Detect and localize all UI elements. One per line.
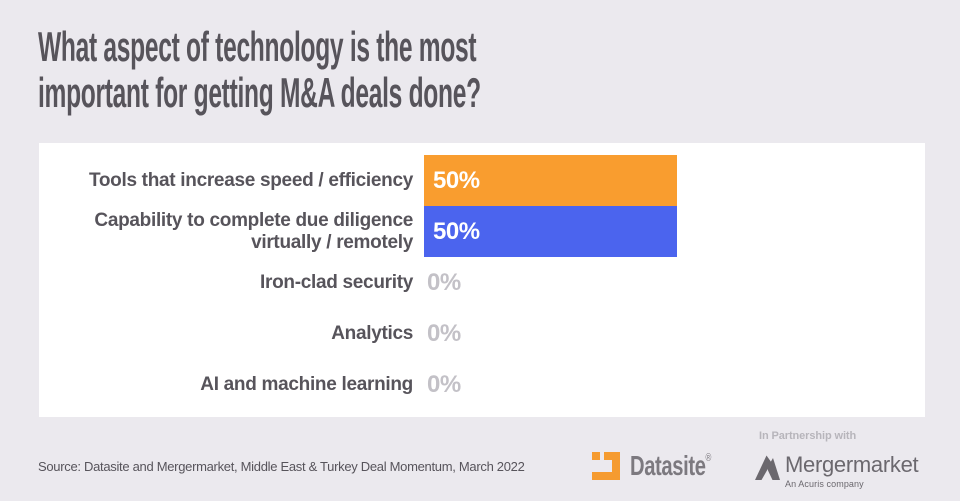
registered-mark-icon: ® xyxy=(705,452,712,464)
zero-value-label: 0% xyxy=(427,319,461,347)
bar-value-label: 50% xyxy=(433,217,480,245)
bar-area: 50% xyxy=(424,206,925,257)
bar-area: 0% xyxy=(424,257,925,308)
chart-row: Iron-clad security 0% xyxy=(39,257,925,308)
source-text: Source: Datasite and Mergermarket, Middl… xyxy=(38,459,525,474)
bar-label: Capability to complete due diligence vir… xyxy=(94,209,413,253)
acuris-label: An Acuris company xyxy=(785,479,864,489)
bar-value-label: 50% xyxy=(433,166,480,194)
bar-label: Analytics xyxy=(331,322,413,344)
chart-row: AI and machine learning 0% xyxy=(39,359,925,410)
bar-label: Tools that increase speed / efficiency xyxy=(88,169,413,191)
zero-value-label: 0% xyxy=(427,370,461,398)
bar-area: 50% xyxy=(424,155,925,206)
bar-area: 0% xyxy=(424,359,925,410)
chart-rows: Tools that increase speed / efficiency 5… xyxy=(39,155,925,410)
bar: 50% xyxy=(424,155,677,206)
chart-panel: Tools that increase speed / efficiency 5… xyxy=(39,143,925,417)
page-title: What aspect of technology is the most im… xyxy=(38,23,481,116)
bar: 50% xyxy=(424,206,677,257)
bar-label: Iron-clad security xyxy=(260,271,413,293)
mergermarket-wordmark: Mergermarket xyxy=(785,452,919,477)
chart-row: Tools that increase speed / efficiency 5… xyxy=(39,155,925,206)
mergermarket-logo: Mergermarket An Acuris company xyxy=(754,452,919,489)
bar-label: AI and machine learning xyxy=(200,373,413,395)
datasite-logo: Datasite® xyxy=(592,450,743,482)
bar-area: 0% xyxy=(424,308,925,359)
datasite-icon xyxy=(592,452,620,480)
partnership-label: In Partnership with xyxy=(759,430,857,442)
chart-row: Capability to complete due diligence vir… xyxy=(39,206,925,257)
chart-row: Analytics 0% xyxy=(39,308,925,359)
datasite-wordmark: Datasite® xyxy=(630,450,712,481)
zero-value-label: 0% xyxy=(427,268,461,296)
mergermarket-icon xyxy=(755,455,780,480)
